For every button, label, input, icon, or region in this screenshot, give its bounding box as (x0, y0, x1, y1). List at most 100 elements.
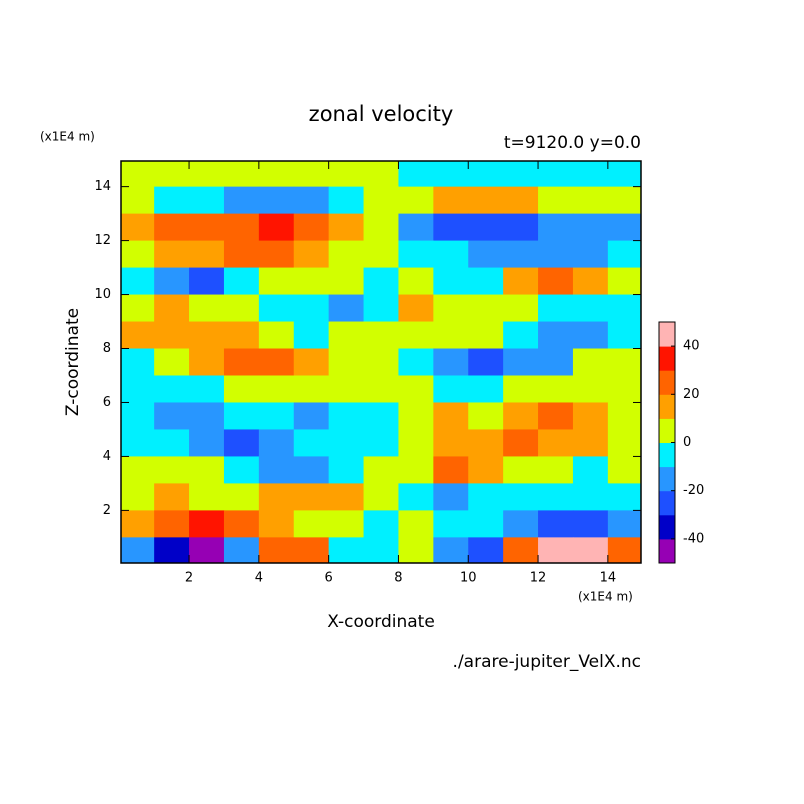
contour-cell (328, 161, 365, 188)
y-tick-label: 14 (94, 179, 111, 194)
y-tick-label: 10 (94, 287, 111, 302)
contour-cell (538, 267, 574, 296)
contour-cell (121, 186, 155, 215)
contour-cell (433, 402, 469, 430)
contour-cell (121, 402, 155, 430)
contour-cell (468, 429, 504, 457)
contour-cell (433, 537, 469, 563)
contour-cell (328, 240, 365, 269)
colorbar-tick-label: -40 (683, 531, 704, 546)
contour-cell (189, 510, 225, 538)
contour-cell (258, 375, 295, 403)
x-tick-label: 8 (394, 571, 402, 586)
contour-cell (503, 321, 539, 350)
contour-cell (572, 267, 609, 296)
contour-cell (121, 483, 155, 511)
contour-cell (223, 186, 260, 215)
contour-cell (538, 456, 574, 484)
contour-cell (538, 537, 574, 563)
contour-cell (363, 161, 399, 188)
contour-cell (189, 240, 225, 269)
contour-cell (607, 537, 641, 563)
contour-cell (607, 456, 641, 484)
contour-cell (189, 186, 225, 215)
contour-cell (607, 267, 641, 296)
contour-cell (468, 456, 504, 484)
contour-cell (258, 402, 295, 430)
contour-field (121, 161, 641, 563)
contour-cell (538, 213, 574, 242)
contour-cell (223, 456, 260, 484)
contour-cell (363, 483, 399, 511)
contour-cell (572, 161, 609, 188)
contour-cell (223, 213, 260, 242)
contour-cell (258, 348, 295, 376)
contour-cell (398, 321, 434, 350)
contour-cell (328, 213, 365, 242)
contour-cell (189, 321, 225, 350)
contour-cell (538, 294, 574, 323)
contour-cell (468, 348, 504, 376)
contour-cell (121, 161, 155, 188)
contour-cell (293, 510, 330, 538)
contour-cell (223, 510, 260, 538)
contour-cell (258, 186, 295, 215)
contour-cell (433, 213, 469, 242)
contour-cell (538, 348, 574, 376)
contour-cell (328, 483, 365, 511)
contour-cell (398, 483, 434, 511)
x-tick-label: 14 (600, 571, 617, 586)
contour-cell (503, 348, 539, 376)
contour-cell (223, 402, 260, 430)
contour-cell (223, 161, 260, 188)
contour-cell (223, 294, 260, 323)
contour-cell (433, 294, 469, 323)
contour-cell (572, 348, 609, 376)
contour-cell (468, 186, 504, 215)
contour-cell (572, 321, 609, 350)
contour-cell (154, 537, 190, 563)
contour-cell (572, 456, 609, 484)
contour-cell (189, 294, 225, 323)
plot-frame (120, 160, 642, 564)
chart-title: zonal velocity (309, 102, 454, 126)
contour-cell (121, 267, 155, 296)
colorbar-tick-label: -20 (683, 483, 704, 498)
contour-cell (468, 213, 504, 242)
contour-cell (293, 375, 330, 403)
contour-cell (398, 375, 434, 403)
colorbar-segment (659, 394, 675, 419)
contour-cell (572, 375, 609, 403)
contour-cell (154, 294, 190, 323)
contour-cell (503, 429, 539, 457)
contour-cell (328, 321, 365, 350)
contour-cell (258, 321, 295, 350)
contour-cell (189, 348, 225, 376)
contour-cell (189, 429, 225, 457)
x-tick-label: 4 (255, 571, 263, 586)
contour-cell (503, 510, 539, 538)
colorbar-segment (659, 442, 675, 468)
x-tick-label: 6 (325, 571, 333, 586)
contour-cell (468, 537, 504, 563)
contour-cell (433, 186, 469, 215)
contour-cell (503, 402, 539, 430)
contour-cell (503, 537, 539, 563)
contour-cell (572, 186, 609, 215)
contour-cell (189, 161, 225, 188)
contour-cell (121, 321, 155, 350)
contour-cell (328, 456, 365, 484)
contour-cell (503, 161, 539, 188)
contour-cell (538, 483, 574, 511)
contour-cell (607, 429, 641, 457)
contour-cell (223, 348, 260, 376)
contour-cell (398, 213, 434, 242)
contour-cell (189, 537, 225, 563)
contour-cell (363, 537, 399, 563)
contour-cell (154, 375, 190, 403)
contour-cell (572, 429, 609, 457)
colorbar-segment (659, 346, 675, 371)
contour-cell (607, 161, 641, 188)
contour-cell (572, 294, 609, 323)
colorbar-segment (659, 466, 675, 492)
